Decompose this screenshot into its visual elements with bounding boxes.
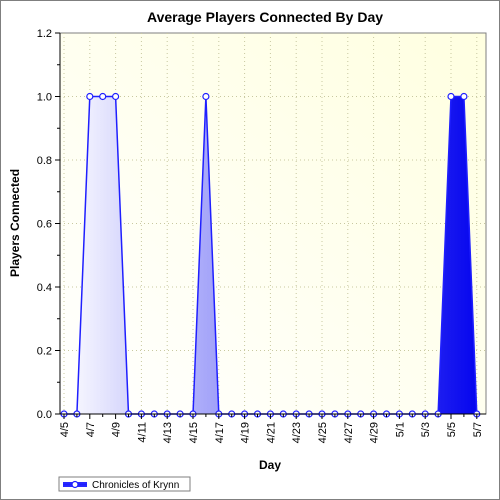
data-point (111, 92, 120, 101)
x-tick-label: 5/7 (472, 422, 484, 437)
x-axis-title: Day (259, 458, 281, 472)
x-tick-label: 4/29 (369, 422, 381, 443)
x-tick-label: 4/7 (85, 422, 97, 437)
x-tick-label: 5/1 (394, 422, 406, 437)
x-tick-label: 4/21 (265, 422, 277, 443)
x-tick-label: 4/27 (343, 422, 355, 443)
data-point (202, 92, 210, 101)
data-point (460, 92, 468, 101)
y-axis: 0.0 0.2 0.4 0.6 0.8 1.0 1.2 (37, 28, 61, 421)
data-point (99, 92, 107, 101)
x-tick-label: 4/17 (214, 422, 226, 443)
y-tick-label: 1.0 (37, 92, 52, 104)
series-area (64, 96, 477, 414)
y-tick-label: 0.6 (37, 219, 52, 231)
x-tick-label: 4/15 (188, 422, 200, 443)
x-tick-label: 5/5 (446, 422, 458, 437)
chart-title: Average Players Connected By Day (147, 9, 383, 25)
legend: Chronicles of Krynn (58, 476, 191, 492)
legend-marker (71, 480, 79, 489)
legend-label: Chronicles of Krynn (92, 480, 179, 491)
area-layer (64, 96, 477, 414)
x-tick-label: 4/23 (291, 422, 303, 443)
x-tick-label: 4/19 (240, 422, 252, 443)
y-tick-label: 0.4 (37, 282, 52, 294)
y-tick-label: 0.2 (37, 346, 52, 358)
legend-box (58, 476, 191, 492)
y-tick-label: 0.0 (37, 409, 52, 421)
x-tick-label: 4/25 (317, 422, 329, 443)
y-tick-label: 0.8 (37, 155, 52, 167)
x-tick-label: 5/3 (420, 422, 432, 437)
x-tick-label: 4/5 (59, 422, 71, 437)
y-tick-label: 1.2 (37, 28, 52, 40)
data-point (86, 92, 94, 101)
x-tick-label: 4/9 (111, 422, 123, 437)
data-point (447, 92, 455, 101)
x-axis: 4/5 4/7 4/9 4/11 4/13 4/15 4/17 4/19 4/21 4/23 4/2… (59, 413, 486, 443)
grid (60, 33, 486, 414)
x-tick-label: 4/11 (136, 422, 148, 443)
x-tick-label: 4/13 (162, 422, 174, 443)
y-axis-title: Players Connected (8, 169, 22, 277)
